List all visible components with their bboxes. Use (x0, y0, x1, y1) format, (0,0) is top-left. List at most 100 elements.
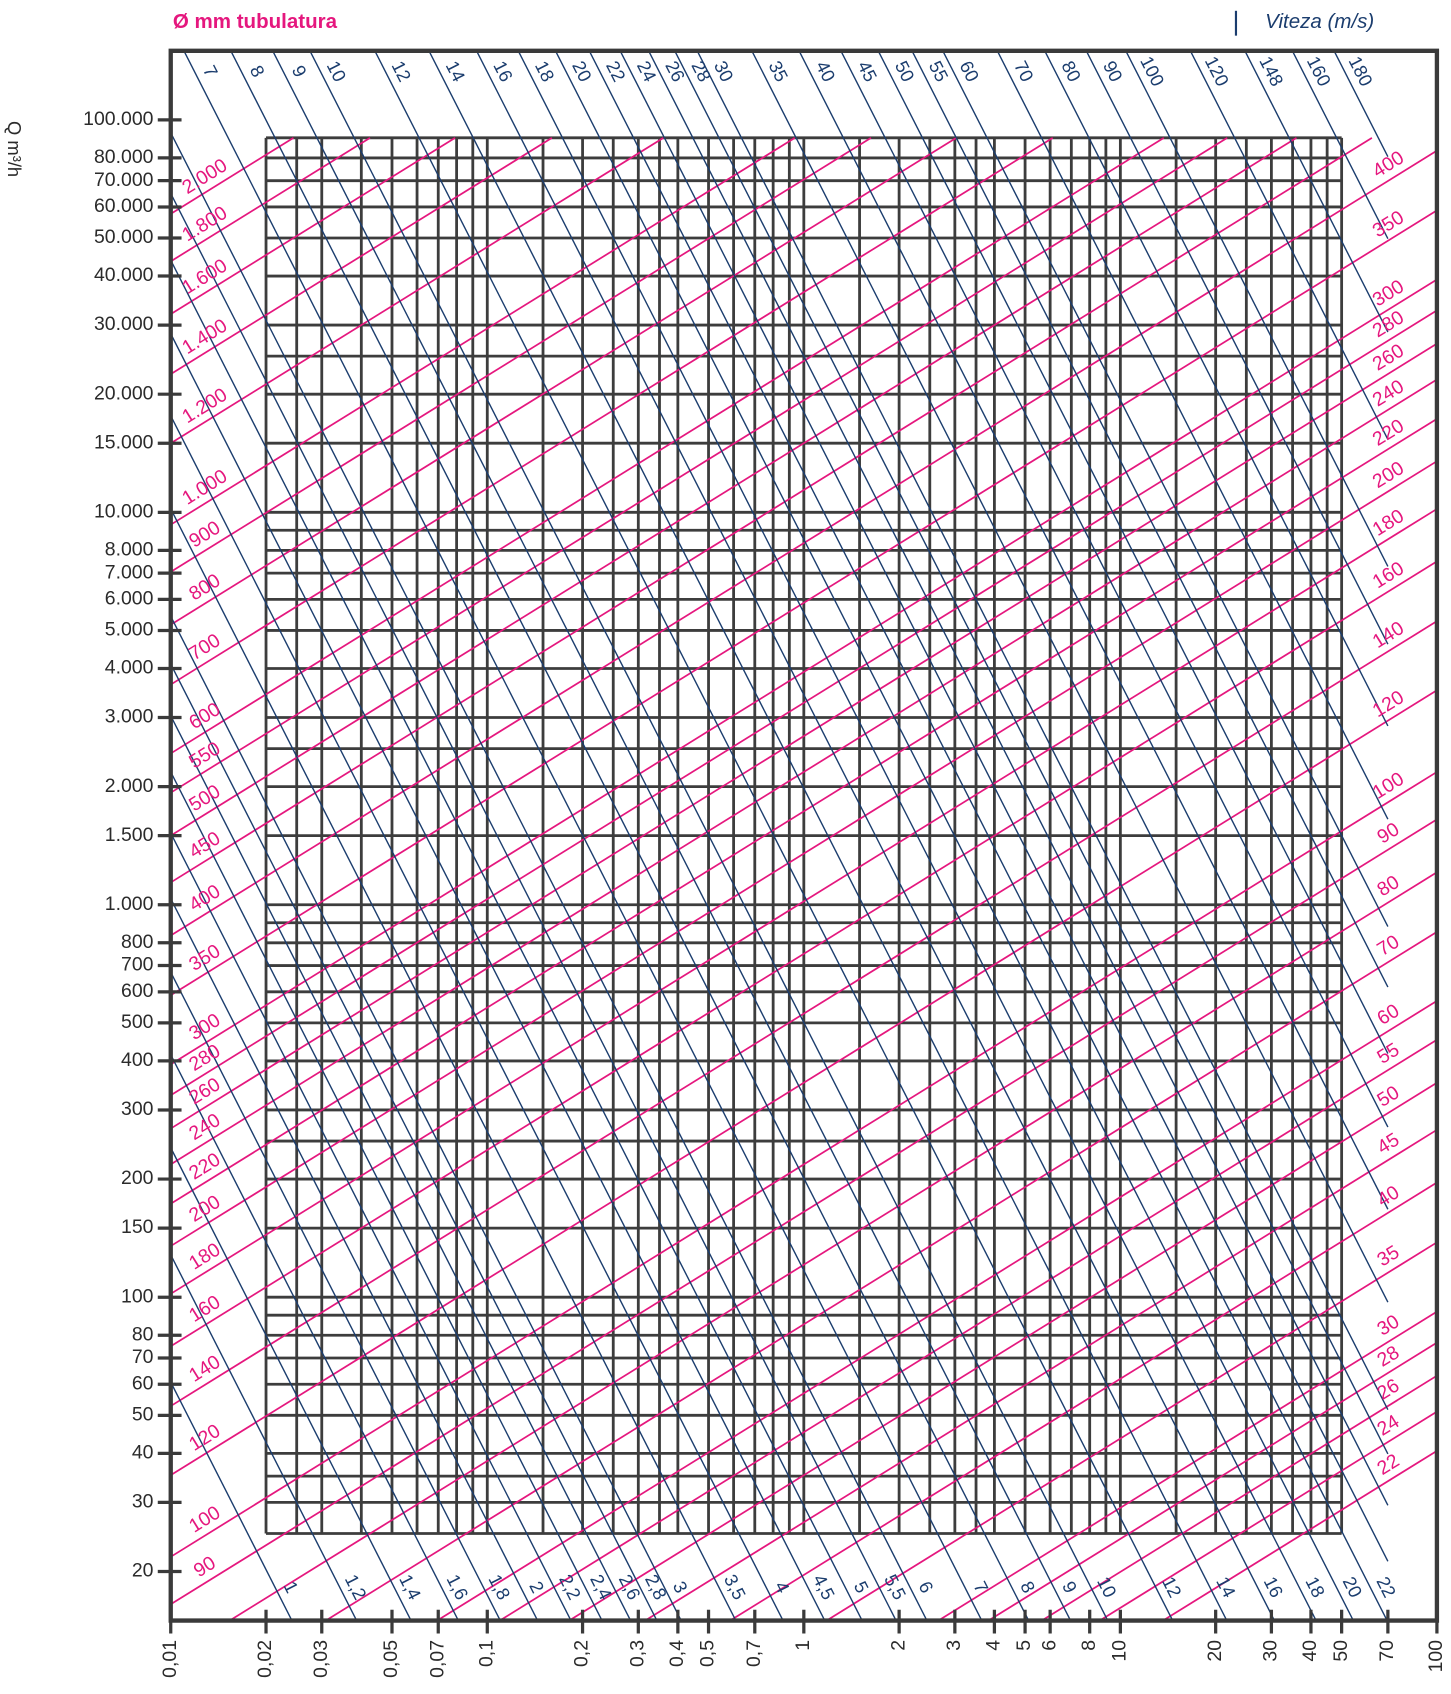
family-line (938, 1310, 1438, 1622)
axis-frame (168, 48, 1440, 1623)
y-tick-label: 2.000 (105, 775, 154, 797)
line-label: 220 (1369, 415, 1408, 451)
family-line (1189, 50, 1389, 440)
x-tick-label: 0,5 (697, 1640, 719, 1667)
y-tick-label: 40 (132, 1442, 154, 1464)
x-tick-label: 100 (1425, 1640, 1447, 1673)
line-label: 1 (280, 1578, 303, 1597)
line-label: 12 (388, 57, 416, 85)
line-label: 140 (1369, 617, 1408, 653)
line-label: 14 (442, 57, 470, 85)
family-line (170, 137, 872, 573)
y-tick-label: 100.000 (83, 108, 153, 130)
x-tick-label: 1 (792, 1640, 814, 1651)
family-line (798, 50, 1389, 1210)
x-tick-label: 0,05 (380, 1640, 402, 1678)
line-label: 180 (1344, 53, 1377, 90)
family-line (428, 50, 1228, 1621)
y-tick-label: 30.000 (94, 313, 154, 335)
family-line (729, 1181, 1438, 1622)
line-label: 18 (531, 57, 559, 85)
line-label: 20 (1339, 1573, 1367, 1601)
line-label: 280 (1369, 306, 1408, 342)
line-label: 280 (185, 1040, 224, 1076)
line-label: 240 (1369, 375, 1408, 411)
y-tick-label: 40.000 (94, 264, 154, 286)
family-line (170, 832, 572, 1621)
family-line (170, 1147, 412, 1621)
y-tick-label: 60 (132, 1372, 154, 1394)
line-label: 700 (185, 629, 224, 665)
y-tick-label: 60.000 (94, 195, 154, 217)
family-line (674, 50, 1389, 1455)
x-tick-label: 0,1 (475, 1640, 497, 1667)
x-tick-label: 10 (1109, 1640, 1131, 1662)
family-line (170, 259, 863, 1621)
family-line (840, 50, 1389, 1128)
family-line (170, 615, 682, 1621)
family-line (170, 818, 1438, 1606)
family-line (170, 771, 603, 1621)
line-label: 100 (185, 1501, 224, 1537)
line-label: 120 (1369, 686, 1408, 722)
y-tick-label: 70 (132, 1346, 154, 1368)
family-line (647, 50, 1389, 1506)
y-tick-label: 15.000 (94, 431, 154, 453)
y-tick-label: 30 (132, 1491, 154, 1513)
line-label: 7 (199, 62, 222, 81)
x-tick-label: 20 (1204, 1640, 1226, 1662)
line-label: 120 (185, 1420, 224, 1456)
family-line (170, 715, 632, 1621)
family-line (170, 508, 1438, 1295)
line-label: 9 (288, 62, 311, 81)
family-line (170, 971, 501, 1621)
line-label: 180 (185, 1238, 224, 1274)
y-tick-label: 20.000 (94, 382, 154, 404)
y-tick-label: 6.000 (105, 588, 154, 610)
line-label: 28 (687, 57, 715, 85)
family-line (170, 137, 1373, 884)
family-line (996, 50, 1389, 820)
family-line (170, 137, 664, 444)
family-line (988, 1341, 1438, 1622)
line-label: 9 (1058, 1578, 1081, 1597)
family-line (696, 50, 1389, 1411)
line-label: 18 (1301, 1573, 1329, 1601)
family-line (170, 898, 539, 1621)
line-label: 200 (185, 1191, 224, 1227)
y-tick-label: 50.000 (94, 226, 154, 248)
family-line (374, 50, 1174, 1621)
x-tick-label: 5 (1013, 1640, 1035, 1651)
y-tick-label: 10.000 (94, 500, 154, 522)
x-tick-label: 4 (983, 1640, 1005, 1651)
family-line (1085, 50, 1389, 645)
family-line (170, 771, 1438, 1558)
family-line (170, 460, 1438, 1247)
line-label: 350 (185, 940, 224, 976)
x-tick-label: 30 (1260, 1640, 1282, 1662)
family-line (309, 50, 1109, 1621)
family-line (942, 50, 1389, 927)
line-label: 200 (1369, 457, 1408, 493)
y-tick-label: 7.000 (105, 561, 154, 583)
family-line (170, 378, 1438, 1166)
family-line (1044, 50, 1389, 727)
series-title: Ø mm tubulatura (173, 10, 338, 33)
labels: 2030405060708010015020030040050060070080… (83, 53, 1447, 1678)
line-label: 260 (185, 1073, 224, 1109)
y-tick-label: 80 (132, 1323, 154, 1345)
family-line (170, 193, 897, 1621)
family-line (229, 871, 1438, 1622)
family-line (1291, 50, 1389, 240)
y-tick-label: 4.000 (105, 657, 154, 679)
line-label: 14 (1212, 1573, 1240, 1601)
line-label: 100 (1369, 768, 1408, 804)
y-tick-label: 80.000 (94, 146, 154, 168)
y-tick-label: 300 (121, 1098, 154, 1120)
line-label: 550 (185, 737, 224, 773)
family-line (170, 1054, 459, 1621)
y-tick-label: 20 (132, 1560, 154, 1582)
family-line (170, 137, 1297, 837)
family-line (170, 137, 294, 215)
